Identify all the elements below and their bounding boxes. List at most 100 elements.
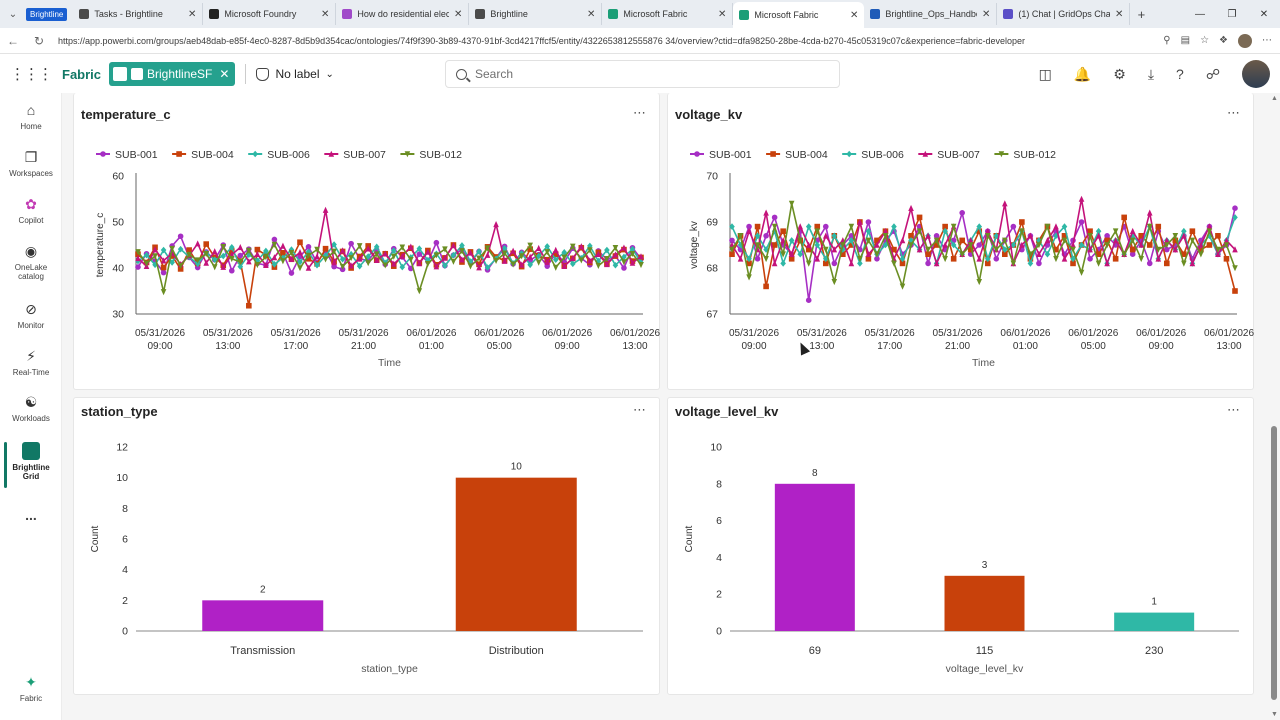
rail-item-brightline-grid[interactable]: Brightline Grid [0,442,62,488]
x-tick-label-date: 06/01/2026 [1068,328,1118,339]
tab-actions-chevron-icon[interactable]: ⌄ [8,8,18,20]
browser-tab[interactable]: Microsoft Foundry ✕ [203,3,337,25]
scroll-down-icon[interactable]: ▼ [1271,711,1278,718]
page-scrollbar[interactable]: ▲ ▼ [1268,93,1280,720]
data-point [433,263,440,270]
data-point [152,253,158,260]
x-tick-label-time: 05:00 [1081,341,1106,352]
data-point [220,244,227,251]
zoom-icon[interactable]: ⚲ [1163,35,1171,46]
browser-profile-avatar[interactable] [1238,33,1252,48]
data-point [220,252,227,260]
card-more-options-icon[interactable]: ⋯ [633,105,647,120]
rail-item-real-time[interactable]: ⚡ Real-Time [0,347,62,378]
legend-label: SUB-012 [1013,149,1056,161]
data-point [561,254,568,261]
url-field[interactable]: https://app.powerbi.com/groups/aeb48dab-… [58,35,1026,46]
rail-item-monitor[interactable]: ⊘ Monitor [0,300,62,331]
reader-icon[interactable]: ▤ [1180,35,1191,46]
rail-item-onelake-catalog[interactable]: ◉ OneLake catalog [0,242,62,282]
x-tick-label-time: 21:00 [945,341,970,352]
tab-close-icon[interactable]: ✕ [981,8,991,20]
data-point [891,223,897,230]
minimize-icon[interactable]: — [1195,8,1205,20]
browser-tab[interactable]: (1) Chat | GridOps Channel ✕ [997,3,1131,25]
rail-item-copilot[interactable]: ✿ Copilot [0,195,62,226]
data-point [993,256,1000,262]
scrollbar-thumb[interactable] [1271,426,1277,700]
data-point [805,223,812,230]
data-point [899,237,906,244]
rail-item-home[interactable]: ⌂ Home [0,101,62,131]
sensitivity-label-button[interactable]: No label ⌄ [256,67,334,81]
rail-item-workspaces[interactable]: ❐ Workspaces [0,148,62,179]
bar-69: 8 69 [774,468,855,657]
fabric-brand[interactable]: Fabric [62,66,102,82]
onelake-icon: ◉ [24,242,38,259]
tab-label: Microsoft Fabric [754,10,819,20]
data-point [1215,250,1221,257]
data-point [629,250,636,258]
new-tab-icon[interactable]: + [1137,6,1146,22]
window-close-icon[interactable]: ✕ [1259,8,1269,20]
data-point [450,251,457,259]
browser-profile-badge[interactable]: Brightline [26,7,68,21]
tab-close-icon[interactable]: ✕ [187,8,197,20]
collections-icon[interactable]: ❖ [1219,35,1228,46]
share-icon[interactable]: ☍ [1205,65,1220,82]
browser-tab[interactable]: How do residential electric ✕ [336,3,470,25]
settings-gear-icon[interactable]: ⚙ [1113,65,1126,82]
workspace-chip[interactable]: BrightlineSF ✕ [109,62,236,86]
bar [1114,612,1195,631]
browser-tab[interactable]: Brightline ✕ [469,3,603,25]
tab-close-icon[interactable]: ✕ [586,8,596,20]
tab-close-icon[interactable]: ✕ [849,9,859,21]
tab-favicon-icon [1003,9,1014,19]
data-point [160,289,167,296]
card-more-options-icon[interactable]: ⋯ [1227,402,1241,417]
tab-close-icon[interactable]: ✕ [717,8,727,20]
user-avatar[interactable] [1242,60,1270,88]
data-point [1215,233,1221,239]
browser-menu-icon[interactable]: ⋯ [1262,35,1272,46]
card-more-options-icon[interactable]: ⋯ [633,402,647,417]
station-type-chart-card: station_type ⋯ 0 2 4 6 8 10 12 Count 2 Transmissi… [73,397,660,695]
data-point [365,253,371,260]
tab-close-icon[interactable]: ✕ [1114,8,1124,20]
restore-icon[interactable]: ❐ [1227,8,1237,20]
download-icon[interactable]: ⤓ [1147,65,1155,82]
data-point [552,256,559,264]
panel-toggle-icon[interactable]: ◫ [1038,65,1052,82]
app-launcher-icon[interactable]: ⋮⋮⋮ [10,66,53,83]
rail-more-button[interactable]: ... [25,507,37,523]
help-icon[interactable]: ? [1176,66,1184,82]
y-tick-label: 40 [112,263,124,275]
rail-item-label: Brightline Grid [12,463,50,481]
data-point [1019,228,1025,235]
search-input[interactable]: Search [445,60,840,88]
data-point [373,256,380,263]
browser-tab[interactable]: Microsoft Fabric ✕ [602,3,734,25]
notifications-bell-icon[interactable]: 🔔 [1073,65,1092,82]
browser-tab[interactable]: Microsoft Fabric ✕ [733,2,865,28]
back-icon[interactable]: ← [7,33,19,48]
tab-close-icon[interactable]: ✕ [320,8,330,20]
card-more-options-icon[interactable]: ⋯ [1227,105,1241,120]
refresh-icon[interactable]: ↻ [33,33,45,48]
browser-tab[interactable]: Tasks - Brightline ✕ [73,3,204,25]
scroll-up-icon[interactable]: ▲ [1271,95,1278,102]
data-point [1087,246,1093,253]
workspace-close-icon[interactable]: ✕ [219,67,230,81]
data-point [788,200,795,207]
data-point [1078,195,1085,202]
data-point [933,260,940,267]
browser-tab[interactable]: Brightline_Ops_Handbook ✕ [864,3,998,25]
legend-label: SUB-006 [267,149,310,161]
favorite-star-icon[interactable]: ☆ [1200,35,1210,46]
rail-item-fabric[interactable]: ✦ Fabric [0,673,62,704]
rail-item-workloads[interactable]: ☯ Workloads [0,393,62,424]
data-point [1121,251,1127,258]
tab-close-icon[interactable]: ✕ [453,8,463,20]
data-point [433,239,440,246]
data-point [408,243,414,250]
